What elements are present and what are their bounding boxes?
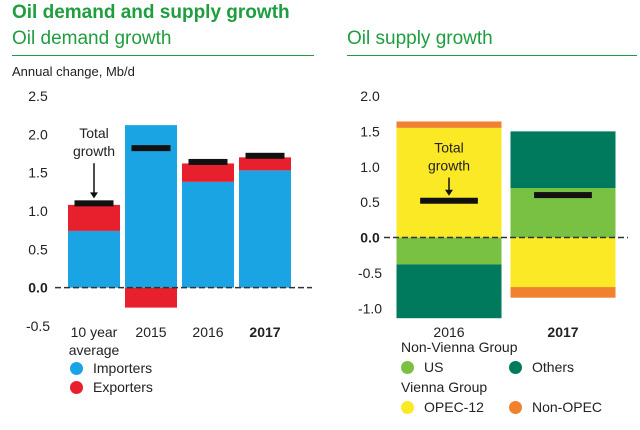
- legend-group-vienna: Vienna Group: [401, 379, 488, 395]
- legend-item-importers: Importers: [70, 360, 152, 376]
- demand-y-tick-label: 0.0: [28, 280, 48, 296]
- supply-y-tick-label: -1.0: [358, 300, 382, 316]
- demand-y-tick-label: -0.5: [26, 318, 50, 334]
- demand-annotation-line1: Total: [79, 125, 109, 141]
- supply-total-marker: [534, 192, 592, 199]
- y-axis-unit-label: Annual change, Mb/d: [12, 64, 135, 79]
- main-title: Oil demand and supply growth: [12, 2, 290, 23]
- demand-y-tick-label: 2.5: [28, 88, 48, 104]
- legend-label-others: Others: [532, 359, 575, 375]
- supply-bar-others: [396, 264, 502, 319]
- legend-label-us: US: [424, 359, 444, 375]
- legend-swatch-importers: [70, 361, 83, 375]
- supply-bar-non-opec: [510, 287, 616, 298]
- demand-annotation-arrowhead: [90, 192, 98, 199]
- legend-label-importers: Importers: [93, 360, 153, 376]
- demand-bar-importers: [125, 125, 177, 288]
- legend-item-others: Others: [509, 359, 574, 375]
- legend-item-exporters: Exporters: [70, 379, 153, 395]
- supply-bar-others: [510, 131, 616, 188]
- legend-swatch-us: [401, 360, 414, 374]
- supply-bar-opec-12: [510, 237, 616, 288]
- left-panel-title: Oil demand growth: [12, 28, 172, 49]
- supply-total-marker: [420, 197, 478, 204]
- supply-bar-us: [396, 237, 502, 265]
- demand-bar-exporters: [182, 163, 234, 182]
- supply-y-tick-label: 0.0: [360, 230, 380, 246]
- supply-legend: Non-Vienna Group US Others Vienna Group …: [401, 339, 637, 419]
- supply-y-tick-label: -0.5: [358, 265, 382, 281]
- demand-bar-importers: [182, 181, 234, 288]
- demand-y-tick-label: 2.0: [28, 126, 48, 142]
- demand-bar-exporters: [125, 287, 177, 308]
- supply-y-tick-label: 0.5: [360, 194, 380, 210]
- demand-y-tick-label: 1.0: [28, 203, 48, 219]
- right-title-rule: [347, 55, 637, 56]
- legend-swatch-exporters: [70, 380, 83, 394]
- legend-label-non-opec: Non-OPEC: [532, 399, 603, 415]
- demand-total-marker: [245, 152, 285, 159]
- demand-category-label: 2016: [192, 324, 223, 340]
- legend-item-non-opec: Non-OPEC: [509, 399, 602, 415]
- demand-total-marker: [131, 145, 171, 152]
- demand-y-tick-label: 0.5: [28, 241, 48, 257]
- demand-category-label-line2: average: [69, 342, 120, 358]
- supply-y-tick-label: 1.5: [360, 123, 380, 139]
- legend-swatch-others: [509, 360, 522, 374]
- right-panel-title: Oil supply growth: [347, 28, 493, 49]
- legend-swatch-non-opec: [509, 400, 522, 414]
- legend-label-exporters: Exporters: [93, 379, 153, 395]
- demand-total-marker: [74, 200, 114, 207]
- supply-category-label: 2017: [547, 324, 578, 340]
- left-title-rule: [12, 55, 314, 56]
- legend-label-opec12: OPEC-12: [424, 399, 484, 415]
- demand-category-label: 2017: [249, 324, 280, 340]
- supply-y-tick-label: 1.0: [360, 159, 380, 175]
- demand-annotation-line2: growth: [73, 143, 115, 159]
- legend-item-opec12: OPEC-12: [401, 399, 484, 415]
- supply-bar-non-opec: [396, 121, 502, 128]
- supply-category-label: 2016: [433, 324, 464, 340]
- supply-y-tick-label: 2.0: [360, 88, 380, 104]
- supply-annotation-arrowhead: [445, 189, 453, 196]
- demand-bar-importers: [68, 230, 120, 288]
- supply-annotation-line1: Total: [434, 140, 464, 156]
- legend-item-us: US: [401, 359, 443, 375]
- demand-bar-importers: [239, 170, 291, 288]
- demand-legend: Importers Exporters: [70, 360, 270, 420]
- legend-group-non-vienna: Non-Vienna Group: [401, 339, 518, 355]
- supply-annotation-line2: growth: [428, 158, 470, 174]
- demand-bar-exporters: [68, 204, 120, 231]
- demand-category-label: 10 year: [71, 324, 118, 340]
- demand-y-tick-label: 1.5: [28, 165, 48, 181]
- demand-bar-exporters: [239, 157, 291, 171]
- legend-swatch-opec12: [401, 400, 414, 414]
- demand-total-marker: [188, 158, 228, 165]
- demand-category-label: 2015: [135, 324, 166, 340]
